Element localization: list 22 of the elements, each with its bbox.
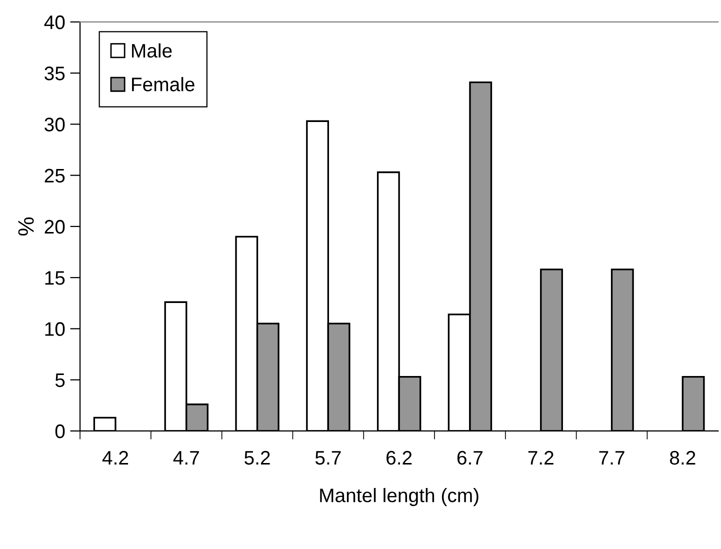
x-tick-label: 7.7 — [599, 451, 624, 464]
y-axis-title: % — [18, 217, 34, 236]
y-tick-label: 5 — [55, 374, 65, 388]
legend-label: Male — [132, 43, 172, 58]
y-tick-label: 20 — [44, 220, 65, 234]
y-tick-label: 15 — [45, 271, 65, 285]
y-tick-label: 40 — [44, 15, 65, 30]
y-tick-label: 10 — [45, 322, 65, 336]
x-tick-label: 8.2 — [670, 450, 696, 465]
x-tick-label: 4.7 — [173, 451, 199, 464]
y-tick-label: 0 — [55, 424, 65, 438]
x-tick-label: 7.2 — [528, 450, 554, 464]
x-tick-label: 5.7 — [315, 451, 341, 465]
y-tick-label: 30 — [44, 118, 65, 132]
legend-label: Female — [132, 77, 194, 92]
x-tick-label: 6.2 — [386, 450, 412, 465]
y-tick-label: 25 — [44, 168, 65, 183]
y-tick-label: 35 — [44, 66, 65, 80]
x-tick-label: 6.7 — [457, 450, 483, 465]
x-tick-label: 5.2 — [244, 450, 270, 465]
x-tick-label: 4.2 — [102, 450, 128, 464]
x-axis-title: Mantel length (cm) — [320, 488, 478, 506]
